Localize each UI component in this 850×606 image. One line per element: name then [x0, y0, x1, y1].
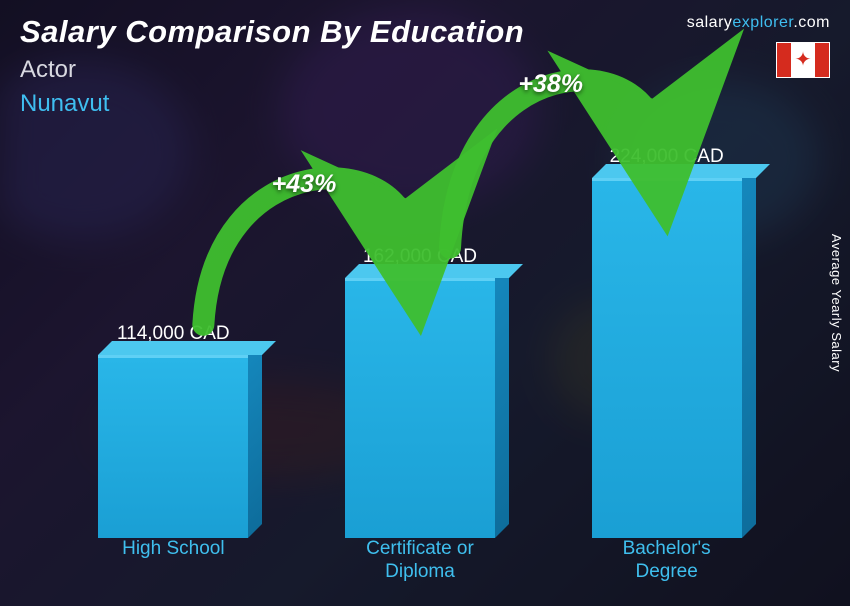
bar-rect-2 — [592, 178, 742, 538]
header: Salary Comparison By Education Actor Nun… — [20, 14, 830, 118]
x-label-1: Certificate orDiploma — [297, 538, 544, 584]
increase-pct-1: +38% — [518, 70, 583, 99]
subtitle-job: Actor — [20, 56, 524, 84]
maple-leaf-icon: ✦ — [795, 50, 812, 70]
bar-0: 114,000 CAD — [50, 323, 297, 538]
bar-2: 224,000 CAD — [543, 146, 790, 538]
title-block: Salary Comparison By Education Actor Nun… — [20, 14, 524, 118]
bar-rect-0 — [98, 355, 248, 538]
brand-prefix: salary — [687, 14, 733, 31]
subtitle-region: Nunavut — [20, 90, 524, 118]
brand-suffix: .com — [793, 14, 830, 31]
increase-pct-0: +43% — [272, 170, 337, 199]
bars-container: 114,000 CAD162,000 CAD224,000 CAD — [50, 140, 790, 538]
header-right: salaryexplorer.com ✦ — [687, 14, 830, 78]
bar-chart: 114,000 CAD162,000 CAD224,000 CAD High S… — [50, 140, 790, 580]
brand-mid: explorer — [732, 14, 793, 31]
y-axis-label: Average Yearly Salary — [829, 234, 844, 372]
x-label-0: High School — [50, 538, 297, 584]
x-label-2: Bachelor'sDegree — [543, 538, 790, 584]
brand-logo: salaryexplorer.com — [687, 14, 830, 32]
x-axis-labels: High SchoolCertificate orDiplomaBachelor… — [50, 538, 790, 584]
flag-icon: ✦ — [776, 42, 830, 78]
page-title: Salary Comparison By Education — [20, 14, 524, 50]
bar-1: 162,000 CAD — [297, 246, 544, 538]
bar-rect-1 — [345, 278, 495, 538]
